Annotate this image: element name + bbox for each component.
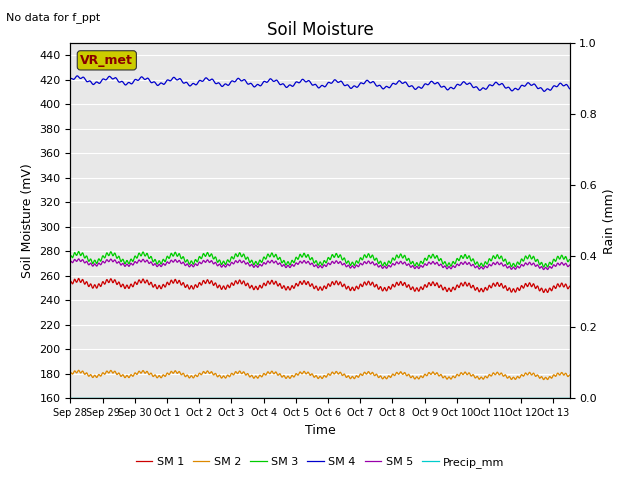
Line: SM 4: SM 4: [70, 76, 570, 91]
Y-axis label: Soil Moisture (mV): Soil Moisture (mV): [21, 163, 34, 278]
SM 2: [298, 371, 306, 377]
SM 1: [106, 279, 113, 285]
SM 5: [106, 258, 113, 264]
SM 1: [298, 281, 306, 287]
SM 4: [298, 77, 306, 83]
Precip_mm: [67, 396, 74, 401]
Line: SM 1: SM 1: [70, 278, 570, 292]
Line: SM 5: SM 5: [70, 259, 570, 270]
SM 5: [298, 260, 306, 266]
Precip_mm: [566, 396, 573, 401]
SM 3: [351, 262, 358, 268]
SM 2: [566, 372, 573, 378]
SM 1: [126, 284, 134, 290]
X-axis label: Time: Time: [305, 424, 335, 437]
SM 5: [289, 263, 297, 268]
SM 3: [566, 257, 573, 263]
Line: SM 2: SM 2: [70, 370, 570, 380]
SM 1: [540, 289, 547, 295]
SM 2: [278, 374, 286, 380]
SM 2: [351, 375, 358, 381]
Precip_mm: [278, 396, 286, 401]
SM 4: [351, 83, 358, 89]
SM 2: [75, 367, 83, 373]
SM 2: [67, 370, 74, 376]
SM 5: [75, 256, 83, 262]
SM 5: [126, 263, 134, 268]
SM 5: [540, 267, 547, 273]
SM 1: [75, 276, 83, 281]
SM 5: [278, 263, 286, 269]
SM 3: [278, 260, 286, 265]
SM 5: [566, 262, 573, 268]
SM 3: [126, 260, 134, 265]
Precip_mm: [289, 396, 296, 401]
SM 2: [126, 374, 134, 380]
SM 4: [106, 73, 113, 79]
SM 4: [566, 86, 573, 92]
Y-axis label: Rain (mm): Rain (mm): [603, 188, 616, 253]
SM 4: [289, 84, 297, 89]
SM 3: [540, 264, 547, 270]
Legend: SM 1, SM 2, SM 3, SM 4, SM 5, Precip_mm: SM 1, SM 2, SM 3, SM 4, SM 5, Precip_mm: [131, 452, 509, 472]
SM 4: [540, 88, 548, 94]
Precip_mm: [105, 396, 113, 401]
SM 3: [298, 254, 306, 260]
SM 1: [566, 283, 573, 289]
SM 1: [278, 285, 286, 291]
SM 1: [289, 284, 297, 289]
Precip_mm: [351, 396, 358, 401]
Precip_mm: [298, 396, 305, 401]
SM 5: [67, 258, 74, 264]
SM 5: [351, 265, 358, 271]
Precip_mm: [125, 396, 133, 401]
SM 2: [289, 373, 297, 379]
Text: No data for f_ppt: No data for f_ppt: [6, 12, 100, 23]
SM 3: [289, 258, 297, 264]
Line: SM 3: SM 3: [70, 252, 570, 267]
SM 4: [67, 76, 74, 82]
SM 1: [67, 278, 74, 284]
SM 4: [74, 73, 81, 79]
Text: VR_met: VR_met: [81, 54, 133, 67]
SM 2: [540, 377, 547, 383]
SM 3: [67, 253, 74, 259]
SM 1: [351, 287, 358, 293]
SM 3: [106, 252, 113, 258]
SM 4: [278, 81, 286, 87]
SM 2: [106, 370, 113, 375]
SM 3: [75, 249, 83, 254]
SM 4: [126, 80, 134, 85]
Title: Soil Moisture: Soil Moisture: [267, 21, 373, 39]
